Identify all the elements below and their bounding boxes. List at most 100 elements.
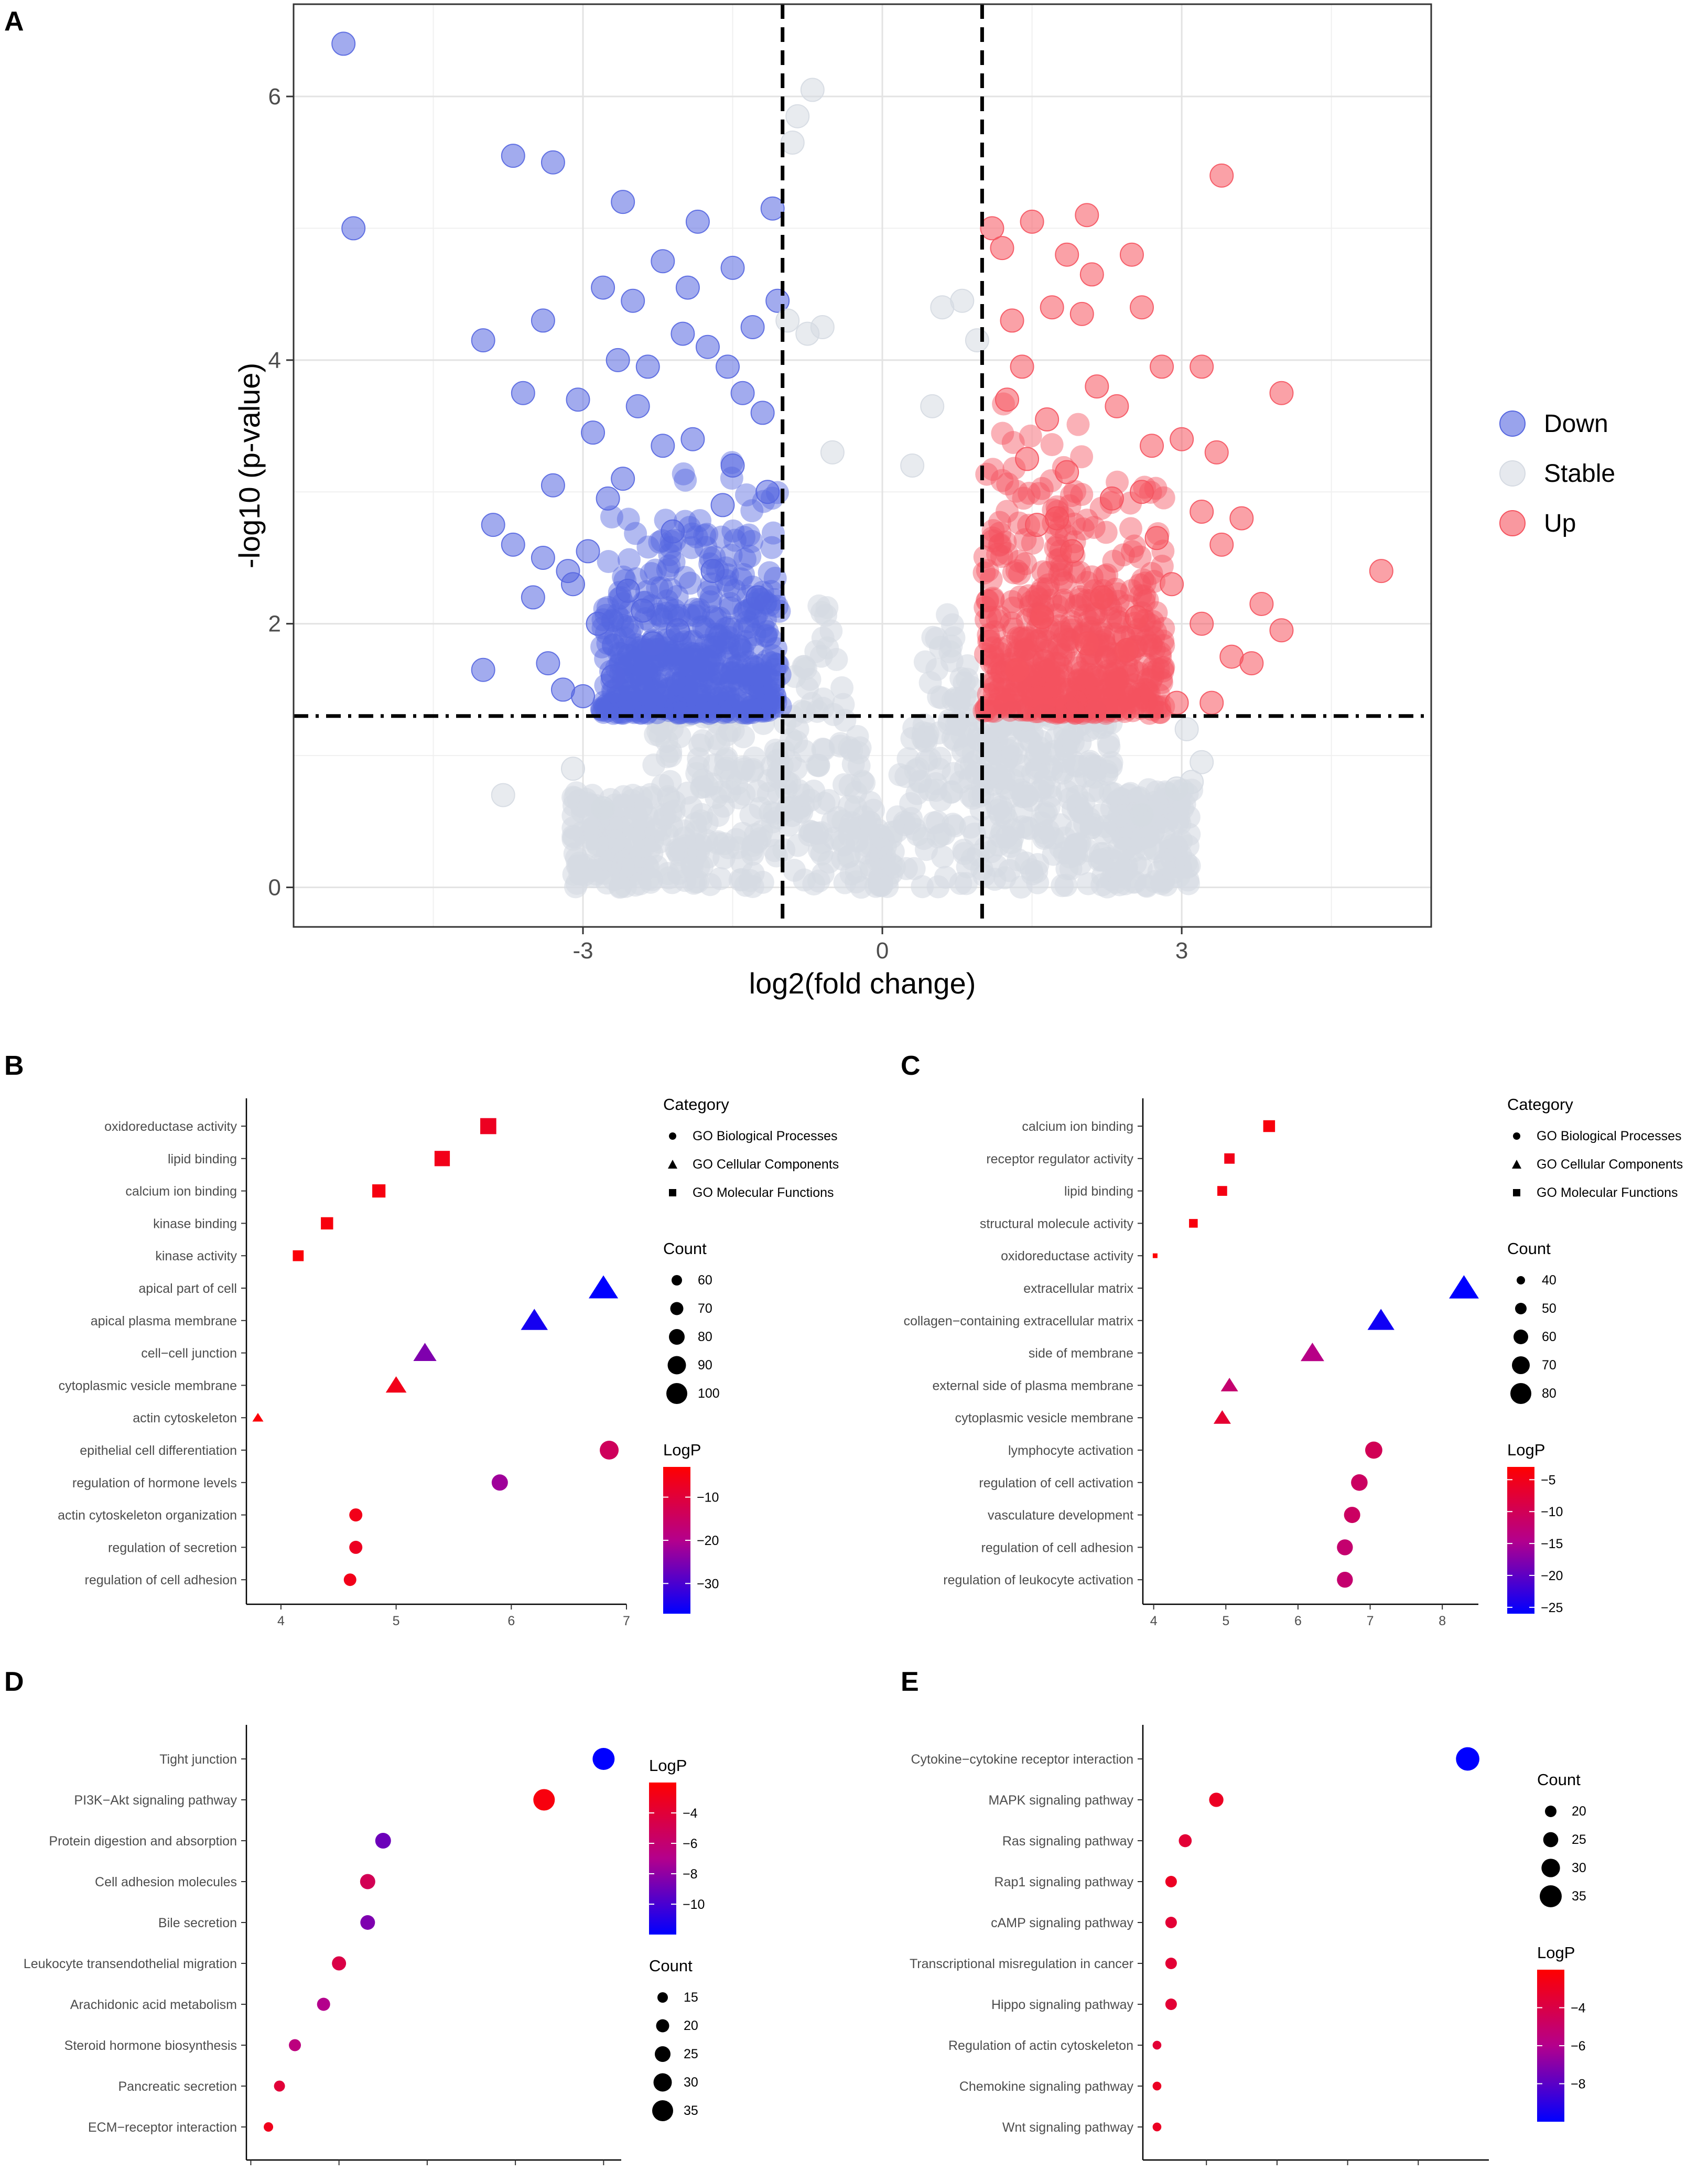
legend-label-count: 40 [1542, 1273, 1556, 1288]
x-tick-label: 4 [277, 1614, 285, 1628]
category-label: regulation of secretion [108, 1540, 237, 1555]
legend-key-circle [1513, 1132, 1520, 1140]
up-point [988, 533, 1012, 556]
down-point [671, 321, 695, 346]
up-point [1119, 517, 1143, 541]
up-point [1128, 573, 1151, 597]
up-point [994, 694, 1018, 718]
up-point [1069, 585, 1093, 609]
down-point [732, 601, 756, 624]
up-point [1054, 677, 1077, 701]
up-point [1033, 660, 1057, 683]
down-point [636, 535, 660, 559]
down-point [721, 661, 744, 684]
down-point [672, 462, 695, 485]
legend-label-logp: −15 [1541, 1537, 1563, 1551]
data-triangle [1213, 1410, 1231, 1424]
down-point [536, 651, 560, 676]
stable-point [750, 819, 773, 843]
down-point [618, 548, 641, 571]
up-point [1025, 685, 1049, 708]
down-point [680, 701, 704, 725]
down-point [736, 693, 759, 717]
down-point [734, 701, 758, 725]
legend-key-count [1515, 1303, 1527, 1314]
up-point [988, 686, 1012, 710]
stable-point [1048, 813, 1072, 837]
down-point [723, 579, 747, 602]
stable-point [792, 783, 816, 807]
up-point [1106, 606, 1130, 629]
down-point [707, 696, 730, 719]
x-tick-label: 0 [876, 938, 889, 964]
down-point [717, 615, 741, 639]
up-point [1115, 683, 1138, 706]
category-label: Steroid hormone biosynthesis [64, 2038, 237, 2053]
up-point [993, 692, 1017, 716]
stable-point [1028, 756, 1051, 780]
down-point [685, 525, 708, 549]
down-point [638, 663, 662, 686]
legend-label-count: 90 [698, 1358, 712, 1373]
down-point [668, 654, 692, 678]
legend-label-logp: −4 [1571, 2001, 1586, 2016]
down-point [640, 694, 664, 718]
up-point [1160, 572, 1184, 597]
up-point [1085, 663, 1108, 687]
data-circle [1179, 1834, 1192, 1848]
up-point [988, 534, 1011, 557]
stable-point [491, 783, 515, 807]
down-point [757, 685, 781, 709]
down-point [609, 607, 632, 631]
up-point [988, 605, 1011, 629]
down-point [754, 661, 777, 685]
down-point [686, 647, 709, 671]
stable-point [888, 763, 912, 786]
up-point [1106, 694, 1129, 718]
data-circle [1152, 2040, 1162, 2050]
stable-point [959, 675, 982, 699]
stable-point [927, 685, 950, 709]
down-point [743, 673, 766, 696]
stable-point [629, 844, 652, 868]
down-point [613, 626, 636, 650]
down-point [671, 648, 695, 672]
up-point [982, 668, 1006, 692]
stable-point [1016, 784, 1040, 808]
down-point [594, 647, 618, 671]
data-square [321, 1217, 333, 1230]
down-point [661, 697, 685, 721]
down-point [540, 150, 565, 175]
down-point [629, 662, 652, 686]
stable-point [1065, 785, 1089, 808]
up-point [1145, 695, 1169, 718]
down-point [616, 615, 640, 639]
legend-title-count: Count [663, 1239, 707, 1258]
stable-point [933, 822, 956, 846]
up-point [1125, 692, 1149, 715]
down-point [626, 653, 650, 676]
data-square [1189, 1219, 1198, 1228]
down-point [755, 620, 779, 643]
down-point [748, 678, 772, 702]
down-point [643, 674, 667, 698]
up-point [1013, 638, 1036, 662]
data-circle [592, 1748, 615, 1770]
legend-key-count [666, 1383, 687, 1404]
up-point [1125, 605, 1149, 630]
up-point [1071, 701, 1094, 725]
up-point [1077, 609, 1100, 633]
y-tick-label: 4 [268, 348, 281, 373]
legend-label-category: GO Molecular Functions [1537, 1185, 1678, 1200]
down-point [617, 644, 640, 667]
up-point [1002, 686, 1025, 710]
up-point [1129, 696, 1153, 720]
up-point [1002, 680, 1025, 704]
data-triangle [588, 1275, 619, 1299]
up-point [1084, 696, 1107, 719]
up-point [1013, 638, 1037, 661]
down-point [761, 644, 784, 667]
down-point [748, 680, 771, 704]
stable-point [629, 872, 652, 895]
up-point [1095, 563, 1119, 587]
